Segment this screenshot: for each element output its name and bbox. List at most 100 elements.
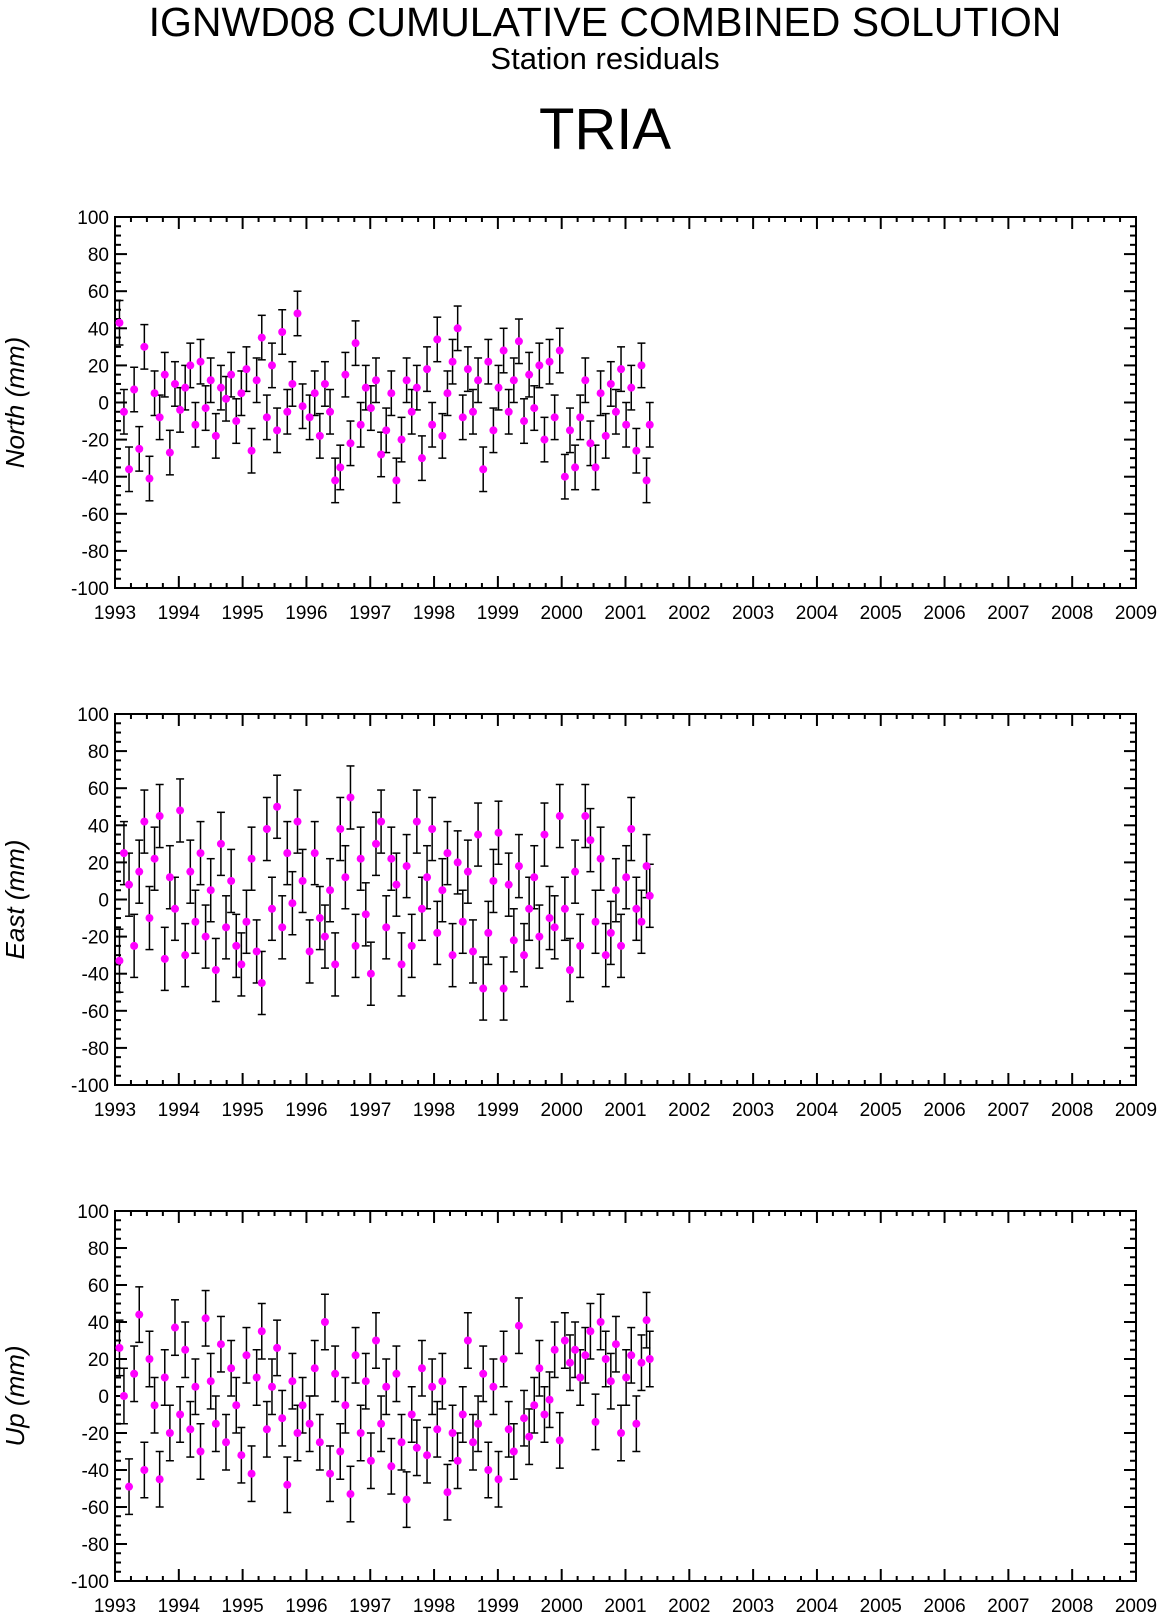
data-point: [170, 904, 179, 913]
data-point: [130, 941, 139, 950]
y-axis-label: North (mm): [0, 337, 30, 468]
x-tick-label: 2006: [923, 603, 965, 624]
data-point: [222, 1438, 231, 1447]
data-point: [509, 376, 518, 385]
data-point: [135, 444, 144, 453]
chart-title: IGNWD08 CUMULATIVE COMBINED SOLUTION: [148, 0, 1062, 45]
data-point: [181, 1345, 190, 1354]
data-point: [278, 328, 287, 337]
data-point: [545, 1395, 554, 1404]
data-point: [382, 1382, 391, 1391]
x-tick-label: 2001: [604, 1596, 646, 1617]
data-point: [150, 389, 159, 398]
data-point: [479, 1369, 488, 1378]
x-tick-label: 1993: [94, 1596, 136, 1617]
data-point: [298, 1401, 307, 1410]
data-point: [560, 472, 569, 481]
data-point: [361, 383, 370, 392]
data-point: [448, 357, 457, 366]
data-point: [586, 836, 595, 845]
data-point: [571, 867, 580, 876]
data-point: [165, 448, 174, 457]
data-point: [438, 1377, 447, 1386]
data-point: [371, 1336, 380, 1345]
data-point: [479, 984, 488, 993]
data-point: [320, 932, 329, 941]
data-point: [237, 1451, 246, 1460]
data-point: [326, 1469, 335, 1478]
north-panel: 100 80 60 40 20 0 -20 -40 -60 -80 -100 1993 1994 1995…: [0, 208, 1157, 624]
data-point: [119, 1392, 128, 1400]
y-tick-label: 0: [98, 394, 109, 415]
data-point: [545, 357, 554, 366]
data-point: [632, 904, 641, 913]
data-point: [125, 880, 134, 889]
y-tick-label: -100: [71, 579, 109, 600]
data-point: [227, 1364, 236, 1373]
data-point: [191, 917, 200, 926]
data-point: [474, 1419, 483, 1428]
data-point: [232, 417, 241, 426]
x-tick-label: 2005: [860, 1596, 902, 1617]
x-tick-label: 1996: [285, 1100, 327, 1121]
data-point: [484, 357, 493, 366]
data-point: [305, 413, 314, 422]
data-point: [407, 407, 416, 416]
data-point: [247, 854, 256, 863]
data-point: [119, 849, 128, 858]
data-point: [135, 1310, 144, 1319]
y-tick-label: 20: [88, 853, 109, 874]
data-point: [494, 828, 503, 837]
data-point: [326, 407, 335, 416]
data-point: [637, 361, 646, 370]
data-point: [617, 1429, 626, 1437]
data-point: [283, 1480, 292, 1489]
x-tick-label: 2001: [604, 603, 646, 624]
data-point: [186, 361, 195, 370]
data-point: [565, 426, 574, 435]
data-point: [211, 965, 220, 974]
x-tick-label: 1996: [285, 1596, 327, 1617]
x-tick-label: 1993: [94, 1100, 136, 1121]
data-point: [237, 389, 246, 398]
data-point: [216, 1340, 225, 1349]
data-point: [201, 404, 210, 413]
data-point: [242, 917, 251, 926]
data-point: [576, 413, 585, 422]
y-tick-label: 60: [88, 282, 109, 303]
data-point: [468, 1438, 477, 1447]
x-tick-label: 2000: [541, 1596, 583, 1617]
data-point: [293, 817, 302, 826]
data-point: [283, 849, 292, 858]
x-tick-label: 2004: [796, 1596, 839, 1617]
data-point: [382, 923, 391, 932]
data-point: [642, 1316, 651, 1325]
data-point: [525, 1432, 534, 1441]
data-point: [601, 1355, 610, 1363]
y-axis-label: Up (mm): [0, 1345, 30, 1446]
data-point: [181, 951, 190, 960]
y-axis-label: East (mm): [0, 840, 30, 960]
data-point: [315, 1438, 324, 1447]
data-point: [484, 1466, 493, 1474]
data-point: [417, 454, 426, 463]
y-tick-label: 80: [88, 1239, 109, 1260]
data-point: [499, 1355, 508, 1363]
data-point: [361, 910, 370, 919]
data-point: [346, 793, 355, 802]
data-point: [293, 309, 302, 318]
data-point: [627, 825, 636, 834]
data-point: [479, 465, 488, 474]
data-point: [115, 1343, 124, 1352]
data-point: [433, 335, 442, 344]
data-point: [320, 1318, 329, 1326]
data-point: [627, 383, 636, 392]
data-point: [601, 431, 610, 440]
data-point: [596, 1318, 605, 1326]
x-tick-label: 1997: [349, 1596, 391, 1617]
x-tick-label: 2008: [1051, 1100, 1093, 1121]
data-point: [191, 1382, 200, 1391]
data-point: [181, 383, 190, 392]
data-point: [155, 413, 164, 422]
